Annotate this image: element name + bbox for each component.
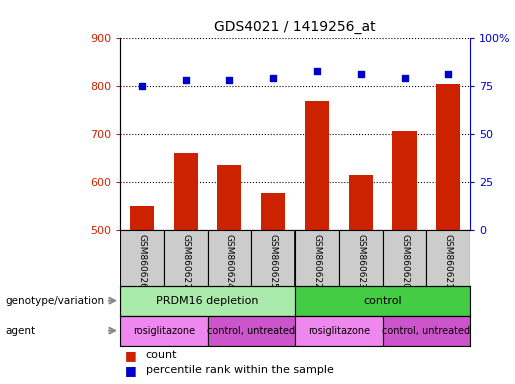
Bar	[392, 131, 417, 230]
Bar	[295, 286, 470, 316]
Text: GSM860626: GSM860626	[138, 235, 146, 290]
Bar	[295, 230, 339, 286]
Text: PRDM16 depletion: PRDM16 depletion	[156, 296, 259, 306]
Text: percentile rank within the sample: percentile rank within the sample	[146, 366, 334, 376]
Bar	[251, 230, 295, 286]
Text: GSM860620: GSM860620	[400, 235, 409, 290]
Bar	[339, 230, 383, 286]
Bar	[208, 230, 251, 286]
Text: agent: agent	[5, 326, 35, 336]
Text: control: control	[363, 296, 402, 306]
Bar	[120, 316, 208, 346]
Bar	[305, 101, 329, 230]
Bar	[383, 316, 470, 346]
Bar	[120, 230, 164, 286]
Bar	[164, 230, 208, 286]
Point	[313, 68, 321, 74]
Bar	[208, 316, 295, 346]
Point	[356, 71, 365, 78]
Bar	[217, 165, 242, 230]
Bar	[383, 230, 426, 286]
Text: count: count	[146, 350, 177, 360]
Point	[400, 75, 408, 81]
Text: GSM860627: GSM860627	[181, 235, 190, 290]
Bar	[261, 192, 285, 230]
Bar	[130, 206, 154, 230]
Text: genotype/variation: genotype/variation	[5, 296, 104, 306]
Bar	[426, 230, 470, 286]
Bar	[436, 84, 460, 230]
Text: GSM860625: GSM860625	[269, 235, 278, 290]
Point	[181, 77, 190, 83]
Text: control, untreated: control, untreated	[207, 326, 296, 336]
Bar	[295, 316, 383, 346]
Text: GSM860622: GSM860622	[313, 235, 321, 289]
Bar	[174, 153, 198, 230]
Text: control, untreated: control, untreated	[382, 326, 471, 336]
Point	[444, 71, 452, 78]
Text: GSM860624: GSM860624	[225, 235, 234, 289]
Bar	[349, 175, 373, 230]
Point	[138, 83, 146, 89]
Text: GSM860623: GSM860623	[356, 235, 365, 290]
Text: rosiglitazone: rosiglitazone	[133, 326, 195, 336]
Point	[269, 75, 277, 81]
Bar	[120, 286, 295, 316]
Title: GDS4021 / 1419256_at: GDS4021 / 1419256_at	[214, 20, 376, 34]
Text: ■: ■	[125, 349, 137, 362]
Text: GSM860621: GSM860621	[444, 235, 453, 290]
Point	[225, 77, 233, 83]
Text: rosiglitazone: rosiglitazone	[308, 326, 370, 336]
Text: ■: ■	[125, 364, 137, 377]
